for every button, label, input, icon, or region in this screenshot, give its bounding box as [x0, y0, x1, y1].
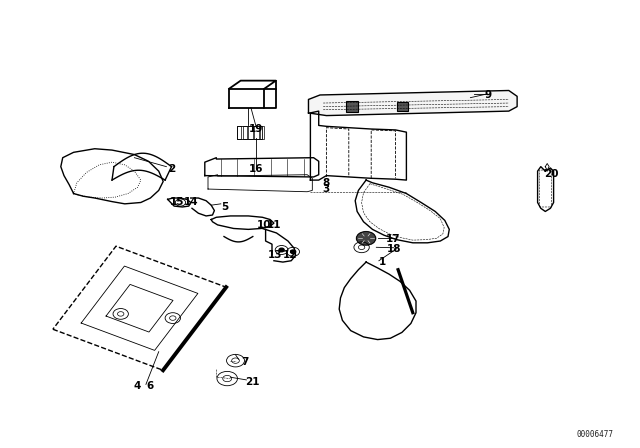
Text: 16: 16 — [249, 164, 263, 174]
Text: 00006477: 00006477 — [577, 430, 614, 439]
Text: 21: 21 — [246, 377, 260, 387]
Bar — [260, 126, 264, 139]
Text: 8: 8 — [323, 178, 330, 188]
Text: 1: 1 — [379, 257, 387, 267]
Bar — [237, 126, 241, 139]
Text: 17: 17 — [387, 234, 401, 244]
Text: 3: 3 — [323, 184, 330, 194]
Bar — [254, 126, 259, 139]
Text: 10: 10 — [257, 220, 271, 230]
Text: 2: 2 — [168, 164, 175, 174]
Bar — [346, 101, 358, 112]
Text: 12: 12 — [283, 250, 297, 260]
Circle shape — [279, 248, 284, 252]
Bar — [397, 102, 408, 111]
Text: 19: 19 — [249, 124, 263, 134]
Text: 5: 5 — [221, 202, 229, 212]
Text: 20: 20 — [545, 169, 559, 179]
Text: 14: 14 — [184, 198, 198, 207]
Bar — [243, 126, 247, 139]
Text: 15: 15 — [170, 198, 184, 207]
Circle shape — [356, 232, 376, 245]
Bar — [248, 126, 253, 139]
Bar — [237, 126, 262, 139]
Text: 4: 4 — [134, 381, 141, 391]
Text: 11: 11 — [267, 220, 281, 230]
Text: 13: 13 — [268, 250, 282, 260]
Text: 9: 9 — [484, 90, 492, 100]
Text: 7: 7 — [241, 357, 248, 367]
Circle shape — [291, 250, 296, 254]
Polygon shape — [308, 90, 517, 116]
Text: 18: 18 — [387, 244, 401, 254]
Text: 6: 6 — [147, 381, 154, 391]
